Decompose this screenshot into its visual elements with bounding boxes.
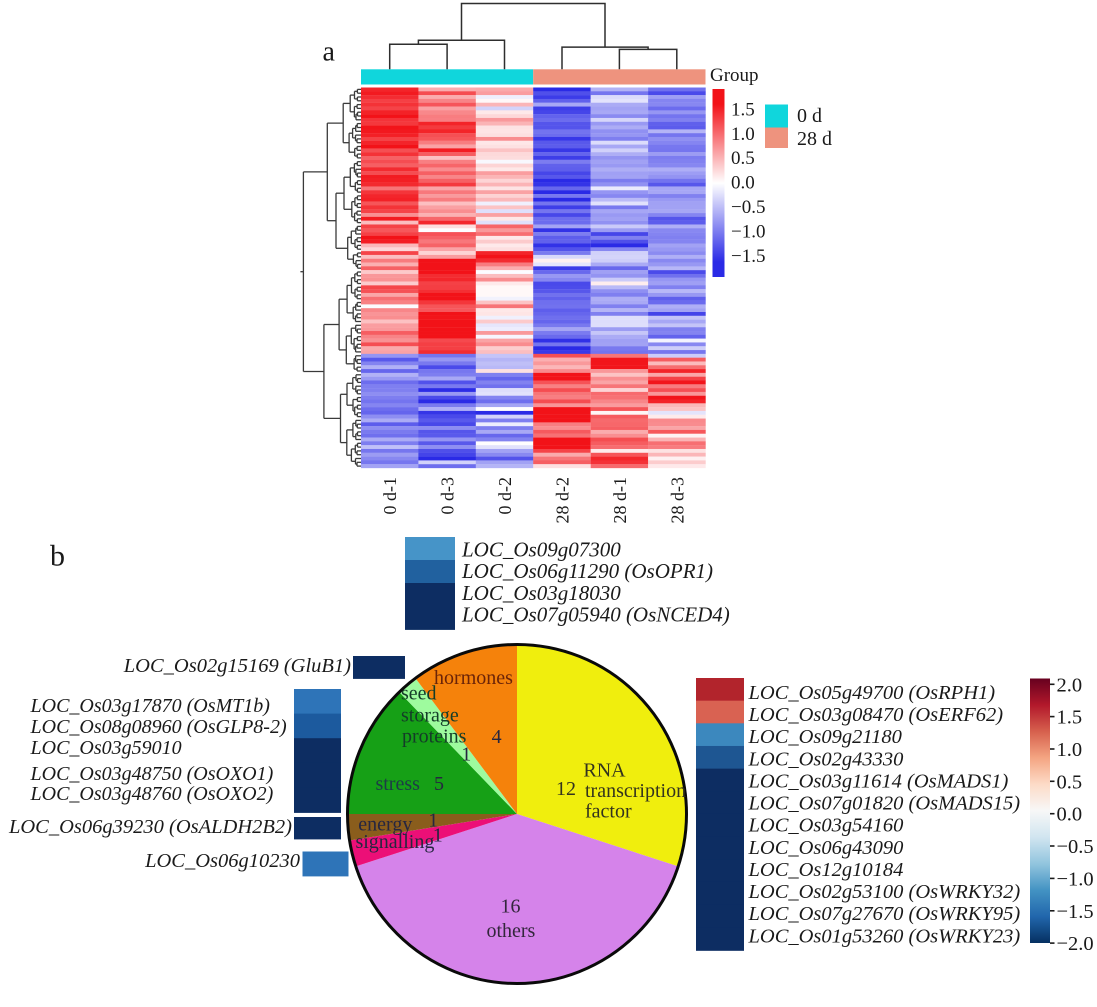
svg-text:LOC_Os03g54160: LOC_Os03g54160: [748, 815, 904, 837]
svg-text:LOC_Os03g08470 (OsERF62): LOC_Os03g08470 (OsERF62): [748, 704, 1004, 726]
svg-text:LOC_Os03g48750 (OsOXO1): LOC_Os03g48750 (OsOXO1): [30, 763, 274, 785]
svg-text:0.5: 0.5: [731, 148, 755, 169]
svg-text:LOC_Os06g10230: LOC_Os06g10230: [144, 850, 300, 872]
svg-text:28 d-3: 28 d-3: [667, 477, 687, 524]
svg-text:factor: factor: [585, 800, 632, 822]
svg-text:0.5: 0.5: [1057, 771, 1083, 793]
svg-text:LOC_Os06g39230 (OsALDH2B2): LOC_Os06g39230 (OsALDH2B2): [8, 816, 292, 838]
svg-text:0.0: 0.0: [1057, 804, 1083, 826]
svg-text:−0.5: −0.5: [1057, 836, 1094, 858]
svg-text:LOC_Os12g10184: LOC_Os12g10184: [748, 859, 904, 881]
svg-text:−1.0: −1.0: [731, 221, 765, 242]
svg-text:Group: Group: [710, 65, 759, 86]
svg-text:28 d-1: 28 d-1: [610, 477, 630, 524]
svg-text:LOC_Os03g17870 (OsMT1b): LOC_Os03g17870 (OsMT1b): [30, 695, 271, 717]
svg-text:energy: energy: [358, 813, 412, 835]
svg-text:−1.5: −1.5: [731, 246, 765, 267]
svg-text:−1.5: −1.5: [1057, 901, 1094, 923]
svg-text:stress: stress: [375, 773, 420, 795]
svg-text:1.0: 1.0: [731, 124, 755, 145]
svg-text:RNA: RNA: [583, 760, 626, 782]
svg-text:LOC_Os08g08960 (OsGLP8-2): LOC_Os08g08960 (OsGLP8-2): [30, 716, 287, 738]
svg-text:12: 12: [556, 778, 576, 800]
svg-text:−2.0: −2.0: [1057, 933, 1094, 955]
svg-text:LOC_Os07g01820 (OsMADS15): LOC_Os07g01820 (OsMADS15): [748, 793, 1021, 815]
svg-text:LOC_Os07g05940 (OsNCED4): LOC_Os07g05940 (OsNCED4): [461, 603, 730, 627]
svg-text:LOC_Os01g53260 (OsWRKY23): LOC_Os01g53260 (OsWRKY23): [748, 925, 1021, 947]
svg-text:16: 16: [501, 896, 521, 918]
svg-text:5: 5: [434, 773, 444, 795]
svg-text:1.0: 1.0: [1057, 739, 1083, 761]
svg-text:b: b: [50, 540, 65, 573]
svg-text:−0.5: −0.5: [731, 197, 765, 218]
svg-text:1.5: 1.5: [1057, 707, 1083, 729]
svg-text:LOC_Os05g49700 (OsRPH1): LOC_Os05g49700 (OsRPH1): [748, 682, 996, 704]
svg-text:LOC_Os09g21180: LOC_Os09g21180: [748, 726, 902, 748]
svg-text:LOC_Os06g43090: LOC_Os06g43090: [748, 837, 904, 859]
svg-text:LOC_Os09g07300: LOC_Os09g07300: [461, 538, 621, 562]
svg-text:−1.0: −1.0: [1057, 868, 1094, 890]
svg-text:LOC_Os02g15169 (GluB1): LOC_Os02g15169 (GluB1): [123, 655, 351, 677]
svg-text:LOC_Os03g48760 (OsOXO2): LOC_Os03g48760 (OsOXO2): [30, 783, 274, 805]
svg-text:LOC_Os07g27670 (OsWRKY95): LOC_Os07g27670 (OsWRKY95): [748, 903, 1021, 925]
svg-text:0 d-3: 0 d-3: [438, 477, 458, 515]
svg-text:1: 1: [428, 810, 438, 832]
svg-text:transcription: transcription: [585, 780, 686, 802]
svg-text:28 d-2: 28 d-2: [553, 477, 573, 524]
svg-text:1.5: 1.5: [731, 99, 755, 120]
svg-text:others: others: [486, 920, 535, 942]
svg-text:0 d: 0 d: [797, 105, 822, 127]
svg-text:hormones: hormones: [434, 667, 513, 689]
svg-text:4: 4: [492, 726, 502, 748]
svg-text:a: a: [323, 37, 336, 68]
svg-text:0.0: 0.0: [731, 173, 755, 194]
svg-text:LOC_Os02g53100 (OsWRKY32): LOC_Os02g53100 (OsWRKY32): [748, 881, 1021, 903]
svg-text:28 d: 28 d: [797, 128, 832, 150]
svg-text:seed: seed: [401, 683, 437, 705]
svg-text:LOC_Os03g18030: LOC_Os03g18030: [461, 581, 621, 605]
svg-text:2.0: 2.0: [1057, 674, 1083, 696]
svg-text:LOC_Os02g43330: LOC_Os02g43330: [748, 748, 904, 770]
svg-text:LOC_Os03g11614 (OsMADS1): LOC_Os03g11614 (OsMADS1): [748, 771, 1009, 793]
svg-text:0 d-1: 0 d-1: [380, 477, 400, 515]
svg-text:0 d-2: 0 d-2: [495, 477, 515, 515]
svg-text:LOC_Os03g59010: LOC_Os03g59010: [30, 737, 182, 759]
svg-text:1: 1: [433, 824, 443, 846]
svg-text:LOC_Os06g11290 (OsOPR1): LOC_Os06g11290 (OsOPR1): [461, 559, 713, 583]
svg-text:1: 1: [461, 744, 471, 766]
svg-text:proteins: proteins: [402, 726, 467, 748]
svg-text:signalling: signalling: [355, 831, 434, 853]
svg-text:storage: storage: [401, 705, 459, 727]
